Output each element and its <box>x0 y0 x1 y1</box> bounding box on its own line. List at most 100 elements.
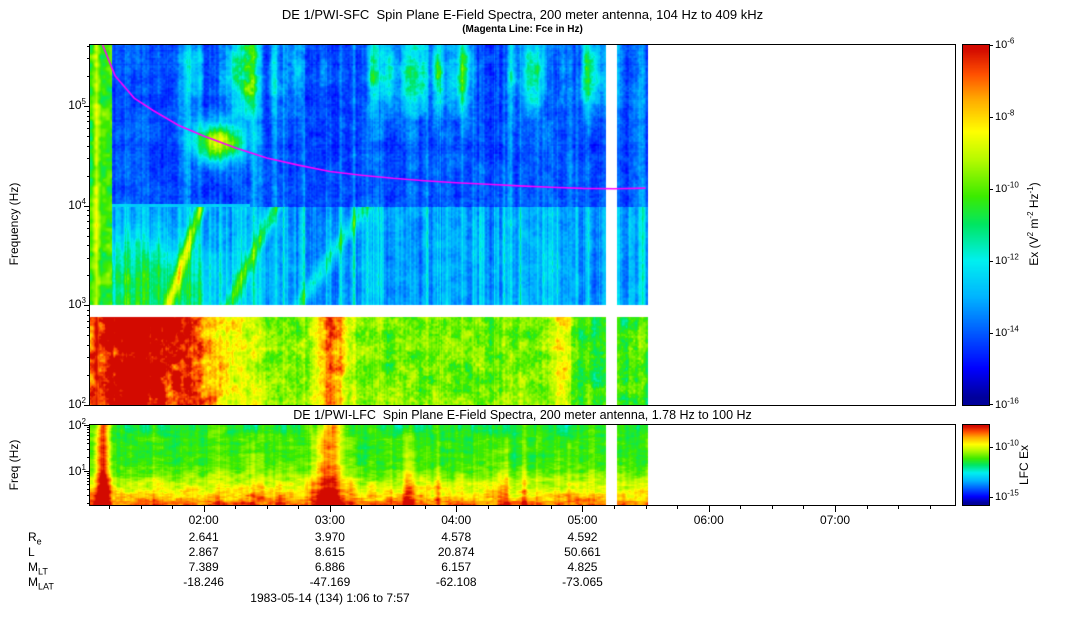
sfc-subtitle: (Magenta Line: Fce in Hz) <box>462 24 583 35</box>
lfc-y-minor-tick <box>87 478 90 479</box>
time-tick <box>456 506 457 512</box>
sfc-y-minor-tick <box>87 116 90 117</box>
sfc-y-minor-tick <box>87 121 90 122</box>
sfc-spectrogram <box>89 44 956 406</box>
sfc-cb-tick <box>989 333 993 334</box>
sfc-cb-tick-label: 10-6 <box>995 36 1015 51</box>
lfc-y-minor-tick <box>87 473 90 474</box>
time-minor-tick <box>646 506 647 509</box>
sfc-cb-tick <box>989 261 993 262</box>
lfc-y-tick <box>84 425 90 426</box>
time-minor-tick <box>867 506 868 509</box>
time-tick <box>835 506 836 512</box>
sfc-cb-tick-label: 10-10 <box>995 180 1019 195</box>
sfc-y-minor-tick <box>87 228 90 229</box>
time-tick-label: 04:00 <box>441 513 472 527</box>
ephemeris-value: 8.615 <box>314 545 345 559</box>
ephemeris-value: 7.389 <box>188 560 219 574</box>
time-minor-tick <box>109 506 110 509</box>
sfc-y-minor-tick <box>87 258 90 259</box>
sfc-y-minor-tick <box>87 345 90 346</box>
sfc-y-minor-tick <box>87 158 90 159</box>
lfc-y-minor-tick <box>87 429 90 430</box>
sfc-y-tick <box>84 106 90 107</box>
sfc-y-minor-tick <box>87 327 90 328</box>
sfc-y-minor-tick <box>87 146 90 147</box>
ephemeris-value: -73.065 <box>562 575 603 589</box>
time-minor-tick <box>898 506 899 509</box>
sfc-y-minor-tick <box>87 76 90 77</box>
lfc-y-minor-tick <box>87 435 90 436</box>
sfc-y-minor-tick <box>87 210 90 211</box>
footer-timestamp: 1983-05-14 (134) 1:06 to 7:57 <box>250 591 410 605</box>
sfc-cb-tick <box>989 189 993 190</box>
ephemeris-value: -47.169 <box>309 575 351 589</box>
sfc-y-tick <box>84 305 90 306</box>
sfc-y-minor-tick <box>87 58 90 59</box>
ephemeris-value: 4.592 <box>567 530 598 544</box>
sfc-cb-tick-label: 10-14 <box>995 324 1019 339</box>
ephemeris-value: 20.874 <box>437 545 475 559</box>
lfc-y-tick-label: 101 <box>68 462 86 478</box>
time-tick-label: 07:00 <box>820 513 851 527</box>
time-minor-tick <box>930 506 931 509</box>
lfc-y-minor-tick <box>87 427 90 428</box>
sfc-y-minor-tick <box>87 221 90 222</box>
sfc-title: DE 1/PWI-SFC Spin Plane E-Field Spectra,… <box>281 7 764 22</box>
lfc-spectrogram <box>89 424 956 506</box>
ephemeris-value: 4.825 <box>567 560 598 574</box>
ephemeris-value: 6.886 <box>314 560 345 574</box>
sfc-y-minor-tick <box>87 236 90 237</box>
sfc-y-minor-tick <box>87 215 90 216</box>
time-minor-tick <box>172 506 173 509</box>
lfc-y-minor-tick <box>87 489 90 490</box>
ephemeris-value: 50.661 <box>564 545 601 559</box>
sfc-y-minor-tick <box>87 176 90 177</box>
ephemeris-row-label: L <box>28 545 35 559</box>
sfc-cb-tick <box>989 45 993 46</box>
sfc-cb-tick-label: 10-16 <box>995 396 1019 411</box>
ephemeris-row-label: MLAT <box>28 575 54 592</box>
time-minor-tick <box>740 506 741 509</box>
sfc-y-tick-label: 104 <box>68 196 86 212</box>
lfc-y-minor-tick <box>87 475 90 476</box>
lfc-cb-tick-label: 10-15 <box>995 488 1019 503</box>
sfc-y-minor-tick <box>87 375 90 376</box>
time-tick <box>709 506 710 512</box>
ephemeris-row-label: MLT <box>28 560 48 577</box>
ephemeris-value: 2.641 <box>188 530 219 544</box>
sfc-cb-tick-label: 10-8 <box>995 108 1015 123</box>
sfc-y-minor-tick <box>87 315 90 316</box>
sfc-cb-tick <box>989 404 993 405</box>
sfc-y-minor-tick <box>87 136 90 137</box>
time-tick <box>204 506 205 512</box>
time-tick-label: 05:00 <box>567 513 598 527</box>
ephemeris-value: 2.867 <box>188 545 219 559</box>
lfc-cb-tick <box>989 447 993 448</box>
lfc-y-minor-tick <box>87 443 90 444</box>
time-minor-tick <box>141 506 142 509</box>
lfc-y-minor-tick <box>87 457 90 458</box>
time-minor-tick <box>235 506 236 509</box>
sfc-y-tick-label: 102 <box>68 396 86 411</box>
ephemeris-value: 3.970 <box>314 530 345 544</box>
sfc-y-minor-tick <box>87 310 90 311</box>
time-minor-tick <box>361 506 362 509</box>
time-minor-tick <box>425 506 426 509</box>
lfc-title: DE 1/PWI-LFC Spin Plane E-Field Spectra,… <box>293 408 752 422</box>
sfc-y-minor-tick <box>87 335 90 336</box>
lfc-y-minor-tick <box>87 432 90 433</box>
sfc-y-minor-tick <box>87 357 90 358</box>
time-minor-tick <box>488 506 489 509</box>
ephemeris-value: -62.108 <box>435 575 477 589</box>
time-minor-tick <box>393 506 394 509</box>
lfc-y-minor-tick <box>87 449 90 450</box>
sfc-y-minor-tick <box>87 46 90 47</box>
time-minor-tick <box>551 506 552 509</box>
time-minor-tick <box>267 506 268 509</box>
lfc-y-minor-tick <box>87 481 90 482</box>
sfc-colorbar <box>962 44 990 406</box>
time-tick-label: 02:00 <box>188 513 219 527</box>
time-minor-tick <box>519 506 520 509</box>
